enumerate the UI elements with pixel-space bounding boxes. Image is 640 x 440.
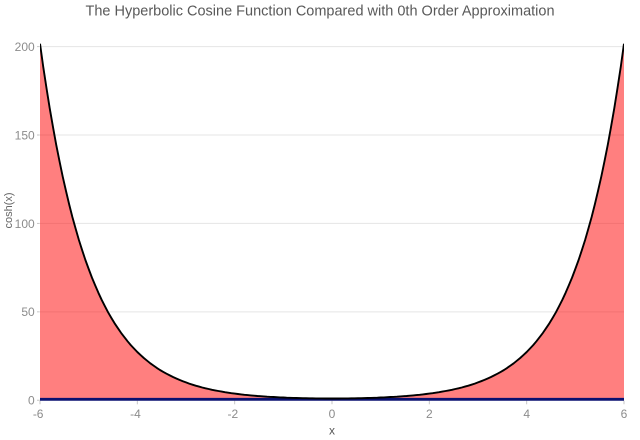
svg-text:150: 150 — [15, 128, 35, 142]
svg-text:The Hyperbolic Cosine Function: The Hyperbolic Cosine Function Compared … — [85, 4, 554, 20]
svg-text:0: 0 — [28, 394, 35, 408]
svg-text:-2: -2 — [227, 407, 238, 421]
svg-text:200: 200 — [15, 40, 35, 54]
svg-text:6: 6 — [621, 407, 628, 421]
svg-text:-4: -4 — [130, 407, 141, 421]
svg-text:50: 50 — [21, 305, 35, 319]
svg-text:x: x — [329, 423, 335, 437]
svg-text:0: 0 — [329, 407, 336, 421]
svg-text:4: 4 — [523, 407, 530, 421]
svg-text:100: 100 — [15, 217, 35, 231]
svg-text:-6: -6 — [33, 407, 44, 421]
svg-text:cosh(x): cosh(x) — [3, 192, 15, 228]
svg-text:2: 2 — [426, 407, 433, 421]
